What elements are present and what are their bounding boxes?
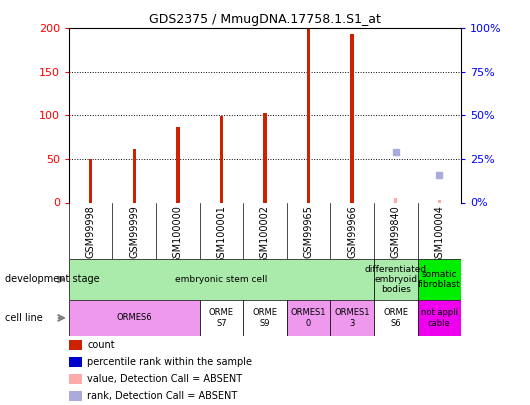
Text: not appli
cable: not appli cable (421, 308, 458, 328)
Text: rank, Detection Call = ABSENT: rank, Detection Call = ABSENT (87, 391, 237, 401)
Text: GSM100002: GSM100002 (260, 205, 270, 264)
Text: GSM99998: GSM99998 (86, 205, 96, 258)
Text: percentile rank within the sample: percentile rank within the sample (87, 357, 252, 367)
Bar (374, 259, 418, 300)
Text: GSM99999: GSM99999 (129, 205, 139, 258)
Bar (176, 127, 180, 202)
Text: ORMES6: ORMES6 (117, 313, 152, 322)
Bar (418, 300, 461, 336)
Title: GDS2375 / MmugDNA.17758.1.S1_at: GDS2375 / MmugDNA.17758.1.S1_at (149, 13, 381, 26)
Bar (350, 34, 354, 202)
Text: GSM100000: GSM100000 (173, 205, 183, 264)
Bar (394, 198, 398, 202)
Bar (330, 300, 374, 336)
Text: ORME
S6: ORME S6 (383, 308, 408, 328)
Bar (89, 159, 92, 202)
Bar (307, 28, 311, 202)
Text: ORME
S7: ORME S7 (209, 308, 234, 328)
Text: GSM100004: GSM100004 (434, 205, 444, 264)
Text: differentiated
embryoid
bodies: differentiated embryoid bodies (365, 264, 427, 294)
Bar (263, 113, 267, 202)
Bar (374, 300, 418, 336)
Text: embryonic stem cell: embryonic stem cell (175, 275, 268, 284)
Bar (438, 200, 441, 202)
Text: count: count (87, 340, 115, 350)
Text: GSM99965: GSM99965 (304, 205, 314, 258)
Text: ORMES1
3: ORMES1 3 (334, 308, 370, 328)
Text: somatic
fibroblast: somatic fibroblast (418, 270, 461, 289)
Text: ORMES1
0: ORMES1 0 (291, 308, 326, 328)
Bar (69, 259, 374, 300)
Bar (418, 259, 461, 300)
Text: value, Detection Call = ABSENT: value, Detection Call = ABSENT (87, 374, 243, 384)
Bar (287, 300, 330, 336)
Text: GSM99840: GSM99840 (391, 205, 401, 258)
Bar (200, 300, 243, 336)
Bar (243, 300, 287, 336)
Text: cell line: cell line (5, 313, 43, 323)
Text: ORME
S9: ORME S9 (252, 308, 278, 328)
Bar (132, 149, 136, 202)
Bar (219, 116, 223, 202)
Text: GSM100001: GSM100001 (216, 205, 226, 264)
Text: GSM99966: GSM99966 (347, 205, 357, 258)
Text: development stage: development stage (5, 275, 100, 284)
Bar (69, 300, 200, 336)
